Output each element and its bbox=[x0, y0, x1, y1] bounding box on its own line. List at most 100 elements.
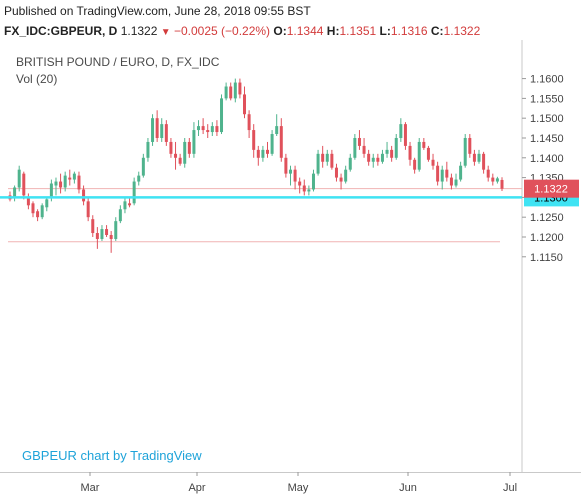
candle-body bbox=[463, 137, 467, 166]
candle-body bbox=[155, 118, 159, 138]
y-tick-label: 1.1150 bbox=[530, 252, 563, 264]
x-tick-label: Mar bbox=[81, 482, 100, 494]
candle-body bbox=[459, 165, 463, 180]
candle-body bbox=[109, 235, 113, 239]
candle-body bbox=[82, 189, 86, 202]
close-label: C: bbox=[430, 24, 444, 38]
candle-body bbox=[77, 175, 81, 190]
candle-body bbox=[440, 169, 444, 182]
candle-body bbox=[339, 177, 343, 182]
candle-body bbox=[357, 137, 361, 146]
candle-body bbox=[431, 159, 435, 166]
candle-body bbox=[422, 141, 426, 148]
quote-line: FX_IDC:GBPEUR, D 1.1322 ▼ −0.0025 (−0.22… bbox=[4, 24, 480, 38]
candle-body bbox=[233, 82, 237, 99]
open-label: O: bbox=[273, 24, 287, 38]
candle-body bbox=[408, 145, 412, 160]
candle-body bbox=[224, 86, 228, 99]
candle-body bbox=[210, 126, 214, 133]
candle-body bbox=[220, 98, 224, 133]
candle-body bbox=[13, 187, 17, 198]
low-label: L: bbox=[379, 24, 391, 38]
candle-body bbox=[40, 205, 44, 218]
close-value: 1.1322 bbox=[443, 24, 481, 38]
candle-body bbox=[390, 149, 394, 158]
candle-body bbox=[229, 86, 233, 99]
candle-body bbox=[132, 181, 136, 204]
candle-body bbox=[178, 157, 182, 164]
high-value: 1.1351 bbox=[339, 24, 377, 38]
candle-body bbox=[114, 221, 118, 239]
candle-body bbox=[394, 137, 398, 158]
candle-body bbox=[215, 126, 219, 133]
y-tick-label: 1.1200 bbox=[530, 232, 564, 244]
candle-body bbox=[243, 94, 247, 115]
candle-body bbox=[445, 169, 449, 178]
candle-body bbox=[293, 169, 297, 182]
candle-body bbox=[201, 126, 205, 131]
candle-body bbox=[500, 179, 504, 189]
watermark: GBPEUR chart by TradingView bbox=[22, 448, 202, 463]
candle-body bbox=[454, 179, 458, 186]
candle-body bbox=[192, 130, 196, 154]
candle-body bbox=[100, 229, 104, 239]
candle-body bbox=[449, 177, 453, 186]
candle-body bbox=[261, 149, 265, 158]
candle-body bbox=[403, 124, 407, 146]
y-tick-label: 1.1400 bbox=[530, 153, 564, 165]
x-tick-label: May bbox=[288, 482, 309, 494]
candle-body bbox=[367, 153, 371, 162]
candle-body bbox=[275, 126, 279, 135]
symbol-label: FX_IDC:GBPEUR, D bbox=[4, 24, 118, 38]
candle-body bbox=[436, 165, 440, 182]
candle-body bbox=[238, 82, 242, 95]
candle-body bbox=[146, 141, 150, 158]
candle-body bbox=[26, 197, 30, 206]
candle-body bbox=[197, 126, 201, 131]
candle-body bbox=[54, 181, 58, 186]
candle-body bbox=[31, 203, 35, 214]
candle-body bbox=[426, 147, 430, 160]
candle-body bbox=[72, 173, 76, 180]
candle-body bbox=[91, 219, 95, 234]
y-tick-label: 1.1250 bbox=[530, 212, 564, 224]
candle-body bbox=[187, 141, 191, 154]
candle-body bbox=[495, 178, 499, 182]
last-price: 1.1322 bbox=[120, 24, 158, 38]
candle-body bbox=[371, 157, 375, 162]
candle-body bbox=[491, 177, 495, 182]
candle-body bbox=[183, 141, 187, 164]
candle-body bbox=[252, 130, 256, 150]
candle-body bbox=[95, 233, 99, 239]
volume-indicator-label[interactable]: Vol (20) bbox=[16, 72, 58, 86]
last-price-badge-label: 1.1322 bbox=[534, 184, 568, 196]
candle-body bbox=[141, 157, 145, 176]
candle-body bbox=[353, 137, 357, 158]
candle-body bbox=[316, 153, 320, 174]
candle-body bbox=[321, 153, 325, 162]
candle-body bbox=[270, 134, 274, 154]
last-price-badge bbox=[524, 179, 579, 198]
candle-body bbox=[413, 159, 417, 170]
candle-body bbox=[302, 185, 306, 192]
candle-body bbox=[307, 189, 311, 192]
high-label: H: bbox=[326, 24, 340, 38]
candle-body bbox=[128, 203, 132, 206]
candle-body bbox=[334, 167, 338, 178]
candle-body bbox=[265, 149, 269, 154]
candle-body bbox=[206, 130, 210, 133]
candle-body bbox=[256, 149, 260, 158]
x-tick-label: Jul bbox=[503, 482, 517, 494]
candle-body bbox=[36, 211, 40, 218]
candle-body bbox=[486, 169, 490, 178]
candle-body bbox=[86, 201, 90, 218]
y-tick-label: 1.1550 bbox=[530, 93, 564, 105]
candle-body bbox=[169, 141, 173, 154]
candle-body bbox=[160, 124, 164, 138]
candle-body bbox=[137, 175, 141, 182]
low-value: 1.1316 bbox=[390, 24, 428, 38]
candle-body bbox=[151, 118, 155, 142]
candle-body bbox=[63, 175, 67, 188]
candlestick-chart[interactable]: 1.16001.15501.15001.14501.14001.13501.13… bbox=[0, 40, 581, 503]
candle-body bbox=[399, 124, 403, 138]
